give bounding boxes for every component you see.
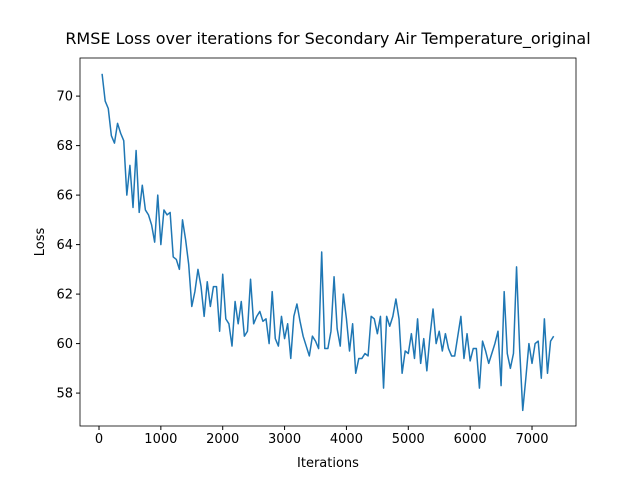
y-tick-label: 58	[56, 387, 73, 402]
plot-frame	[79, 57, 577, 427]
y-tick-label: 66	[56, 189, 73, 204]
x-tick-label: 2000	[206, 432, 239, 447]
x-tick-label: 6000	[454, 432, 487, 447]
x-tick-label: 1000	[144, 432, 177, 447]
data-line	[101, 73, 555, 412]
x-tick-label: 5000	[392, 432, 425, 447]
chart-title: RMSE Loss over iterations for Secondary …	[65, 29, 590, 49]
x-axis-label: Iterations	[297, 456, 359, 471]
y-tick-label: 60	[56, 337, 73, 352]
y-axis-label: Loss	[33, 228, 48, 257]
y-tick-label: 62	[56, 288, 73, 303]
y-tick-label: 68	[56, 139, 73, 154]
x-tick-label: 4000	[330, 432, 363, 447]
y-tick-label: 70	[56, 90, 73, 105]
y-tick-label: 64	[56, 238, 73, 253]
x-tick-label: 0	[95, 432, 103, 447]
x-tick-label: 7000	[515, 432, 548, 447]
x-tick-label: 3000	[268, 432, 301, 447]
